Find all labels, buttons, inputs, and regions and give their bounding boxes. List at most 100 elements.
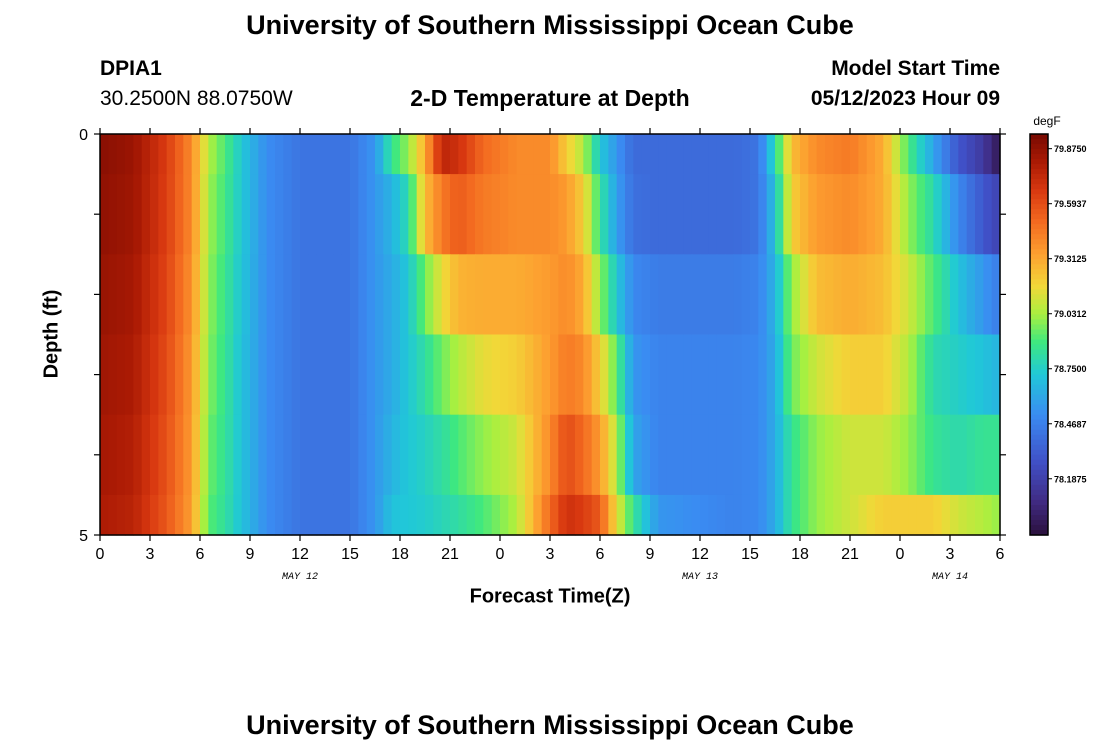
heatmap-cell: [375, 414, 384, 496]
heatmap-cell: [916, 494, 926, 536]
heatmap-cell: [725, 494, 734, 536]
date-label: MAY 14: [932, 572, 968, 583]
heatmap-cell: [541, 134, 551, 175]
colorbar-segment: [1030, 434, 1048, 441]
heatmap-cell: [391, 414, 401, 496]
heatmap-cell: [216, 414, 226, 496]
heatmap-cell: [633, 174, 643, 255]
heatmap-cell: [950, 494, 959, 536]
heatmap-cell: [741, 414, 751, 496]
heatmap-cell: [708, 254, 718, 336]
heatmap-cell: [500, 494, 509, 536]
colorbar-segment: [1030, 364, 1048, 371]
heatmap-cell: [508, 134, 518, 175]
heatmap-cell: [450, 254, 459, 336]
heatmap-cell: [841, 414, 851, 496]
heatmap-cell: [966, 174, 976, 255]
heatmap-cell: [175, 494, 184, 536]
heatmap-cell: [516, 174, 526, 255]
heatmap-cell: [225, 174, 234, 255]
heatmap-cell: [825, 334, 834, 416]
colorbar-tick-label: 79.5937: [1054, 199, 1087, 209]
heatmap-cell: [991, 334, 1001, 416]
heatmap-cell: [750, 254, 759, 336]
heatmap-cell: [108, 334, 118, 416]
colorbar-segment: [1030, 484, 1048, 491]
heatmap-cell: [300, 134, 309, 175]
colorbar-segment: [1030, 244, 1048, 250]
heatmap-cell: [425, 334, 434, 416]
heatmap-cell: [350, 174, 359, 255]
heatmap-cell: [975, 134, 984, 175]
heatmap-cell: [650, 414, 659, 496]
heatmap-cell: [533, 134, 543, 175]
heatmap-cell: [241, 174, 251, 255]
colorbar-segment: [1030, 514, 1048, 521]
colorbar-segment: [1030, 399, 1048, 406]
heatmap-cell: [933, 334, 943, 416]
heatmap-cell: [608, 254, 618, 336]
heatmap-cell: [966, 254, 976, 336]
heatmap-cell: [133, 414, 143, 496]
heatmap-cell: [825, 414, 834, 496]
heatmap-cell: [491, 494, 501, 536]
heatmap-cell: [300, 254, 309, 336]
colorbar-segment: [1030, 284, 1048, 290]
heatmap-cell: [658, 494, 668, 536]
colorbar-tick-label: 78.4687: [1054, 419, 1087, 429]
heatmap-cell: [375, 254, 384, 336]
colorbar-segment: [1030, 139, 1048, 145]
heatmap-cell: [400, 134, 409, 175]
heatmap-cell: [641, 174, 651, 255]
colorbar-segment: [1030, 184, 1048, 190]
heatmap-cell: [825, 174, 834, 255]
heatmap-cell: [391, 174, 401, 255]
heatmap-cell: [425, 134, 434, 175]
heatmap-cell: [875, 174, 884, 255]
heatmap-cell: [700, 334, 709, 416]
heatmap-cell: [583, 494, 593, 536]
heatmap-cell: [208, 134, 218, 175]
heatmap-cell: [241, 414, 251, 496]
heatmap-cell: [858, 334, 868, 416]
colorbar-tick-label: 79.3125: [1054, 254, 1087, 264]
colorbar-segment: [1030, 304, 1048, 311]
colorbar-segment: [1030, 354, 1048, 361]
colorbar-segment: [1030, 474, 1048, 481]
heatmap-cell: [508, 494, 518, 536]
heatmap-cell: [200, 494, 209, 536]
heatmap-cell: [341, 414, 351, 496]
heatmap-cell: [250, 134, 259, 175]
heatmap-cell: [408, 334, 418, 416]
heatmap-cell: [491, 134, 501, 175]
heatmap-cell: [350, 254, 359, 336]
heatmap-cell: [875, 334, 884, 416]
heatmap-cell: [758, 134, 768, 175]
heatmap-cell: [616, 134, 626, 175]
heatmap-cell: [458, 134, 468, 175]
heatmap-cell: [325, 254, 334, 336]
heatmap-cell: [625, 254, 634, 336]
colorbar-segment: [1030, 489, 1048, 496]
heatmap-cell: [475, 494, 484, 536]
heatmap-cell: [266, 174, 276, 255]
heatmap-cell: [816, 134, 826, 175]
heatmap-cell: [716, 254, 726, 336]
heatmap-cell: [616, 174, 626, 255]
heatmap-cell: [966, 414, 976, 496]
heatmap-cell: [141, 174, 151, 255]
heatmap-cell: [866, 254, 876, 336]
colorbar-segment: [1030, 444, 1048, 451]
heatmap-cell: [791, 494, 801, 536]
heatmap-cell: [200, 174, 209, 255]
heatmap-cell: [233, 494, 243, 536]
heatmap-cell: [625, 414, 634, 496]
heatmap-cell: [675, 254, 684, 336]
colorbar-segment: [1030, 469, 1048, 476]
heatmap-cell: [158, 334, 168, 416]
heatmap-cell: [150, 494, 159, 536]
colorbar-segment: [1030, 134, 1048, 140]
colorbar-segment: [1030, 314, 1048, 321]
heatmap-cell: [850, 254, 859, 336]
heatmap-cell: [300, 494, 309, 536]
